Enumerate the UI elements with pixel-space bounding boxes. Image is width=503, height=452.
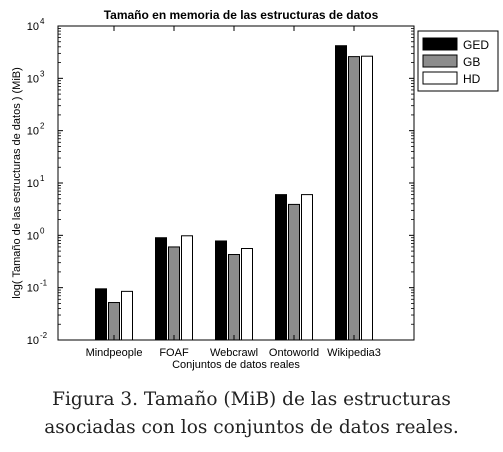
y-tick-exponent: -1 [40,279,48,288]
y-tick-label: 10 [27,73,39,85]
x-axis: Mindpeople FOAF Webcrawl Ontoworld Wikipedia… [86,26,381,359]
legend-label-hd: HD [463,72,481,86]
bar-ged-webcrawl [215,240,227,341]
x-tick-label: Webcrawl [210,347,258,359]
y-tick-exponent: 4 [40,17,45,26]
bar-gb-wikipedia3 [348,56,360,341]
x-tick-label: FOAF [159,347,189,359]
bar-gb-ontoworld [288,203,300,341]
y-tick-label: 10 [27,126,39,138]
y-tick-exponent: 2 [40,122,45,131]
bar-hd-foaf [181,235,193,341]
y-tick-label: 10 [27,230,39,242]
y-tick-exponent: 1 [40,174,45,183]
figure-caption: Figura 3. Tamaño (MiB) de las estructura… [0,386,503,442]
bar-gb-foaf [168,246,180,341]
bar-hd-webcrawl [241,248,253,341]
x-tick-label: Mindpeople [86,347,143,359]
bar-ged-wikipedia3 [335,45,347,341]
caption-line-2: asociadas con los conjuntos de datos rea… [44,417,459,438]
chart-title: Tamaño en memoria de las estructuras de … [104,8,379,22]
y-tick-exponent: 0 [40,226,45,235]
legend-swatch-ged [422,37,458,51]
bar-ged-mindpeople [95,288,107,341]
bar-hd-ontoworld [301,194,313,341]
bar-hd-mindpeople [121,290,133,341]
caption-line-1: Figura 3. Tamaño (MiB) de las estructura… [52,389,451,410]
bar-hd-wikipedia3 [361,55,373,341]
legend: GED GB HD [417,30,499,92]
x-axis-label: Conjuntos de datos reales [172,359,300,371]
y-tick-label: 10 [27,335,39,347]
bar-gb-mindpeople [108,302,120,341]
legend-swatch-gb [422,54,458,68]
y-tick-exponent: -2 [40,331,48,340]
y-tick-label: 10 [27,21,39,33]
y-tick-exponent: 3 [40,69,45,78]
bar-ged-foaf [155,237,167,341]
y-axis-label: log( Tamaño de las estructuras de datos … [11,67,23,299]
x-tick-label: Ontoworld [269,347,319,359]
y-tick-label: 10 [27,283,39,295]
y-tick-label: 10 [27,178,39,190]
legend-label-ged: GED [463,38,489,52]
legend-label-gb: GB [463,55,480,69]
x-tick-label: Wikipedia3 [327,347,381,359]
bar-gb-webcrawl [228,254,240,341]
legend-swatch-hd [422,71,458,85]
bar-ged-ontoworld [275,194,287,341]
